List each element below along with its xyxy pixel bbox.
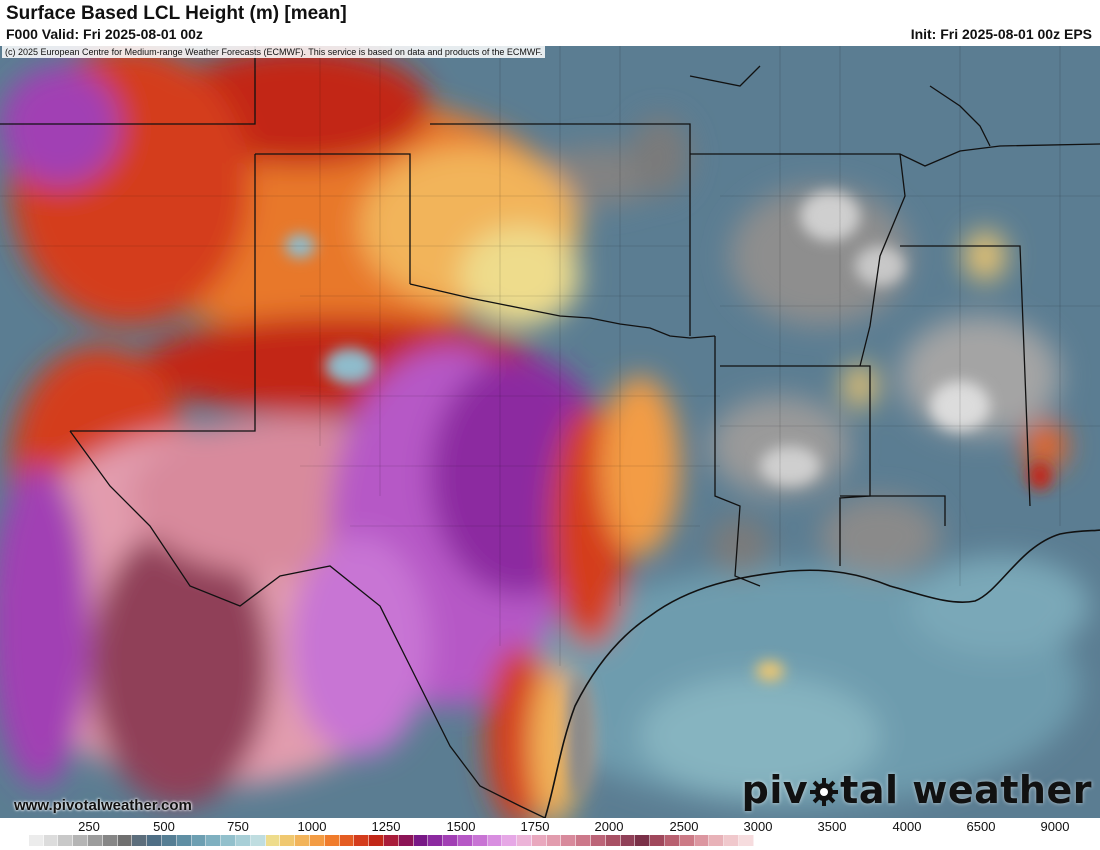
colorbar-swatch: [428, 835, 444, 846]
colorbar-swatch: [591, 835, 606, 846]
colorbar-tick-label: 1250: [371, 819, 401, 834]
colorbar-tick-label: 3500: [817, 819, 847, 834]
init-time: Init: Fri 2025-08-01 00z EPS: [910, 26, 1092, 42]
colorbar-swatch: [221, 835, 236, 846]
colorbar-swatch: [709, 835, 725, 846]
colorbar-tick-label: 2500: [669, 819, 699, 834]
colorbar-swatch: [58, 835, 74, 846]
colorbar-swatch: [339, 835, 355, 846]
colorbar-swatch: [457, 835, 473, 846]
colorbar-swatch: [576, 835, 592, 846]
colorbar-swatches: [14, 835, 754, 846]
colorbar-tick-label: 1500: [446, 819, 476, 834]
colorbar-tick-label: 6500: [966, 819, 996, 834]
colorbar-swatch: [206, 835, 222, 846]
header: Surface Based LCL Height (m) [mean] F000…: [0, 0, 1100, 46]
colorbar-tick-label: 3000: [743, 819, 773, 834]
colorbar-swatch: [235, 835, 251, 846]
colorbar-swatch: [28, 835, 44, 846]
pivotal-weather-logo: piv tal weather: [742, 768, 1092, 812]
valid-time: F000 Valid: Fri 2025-08-01 00z: [6, 26, 203, 42]
colorbar-swatch: [413, 835, 429, 846]
logo-text-left: piv: [741, 768, 809, 812]
colorbar-swatch: [443, 835, 458, 846]
colorbar-swatch: [43, 835, 59, 846]
colorbar-swatch: [102, 835, 118, 846]
county-lines: [0, 46, 1100, 666]
colorbar-tick-label: 4000: [892, 819, 922, 834]
colorbar-tick-label: 500: [153, 819, 175, 834]
colorbar-swatch: [117, 835, 133, 846]
colorbar-swatch: [665, 835, 680, 846]
colorbar-swatch: [191, 835, 207, 846]
colorbar-swatch: [605, 835, 621, 846]
colorbar-swatch: [309, 835, 325, 846]
colorbar-swatch: [487, 835, 503, 846]
colorbar-swatch: [472, 835, 488, 846]
colorbar-swatch: [87, 835, 103, 846]
colorbar-swatch: [679, 835, 695, 846]
colorbar-swatch: [324, 835, 340, 846]
state-boundaries: [0, 46, 1100, 818]
colorbar-swatch: [280, 835, 296, 846]
colorbar-swatch: [739, 835, 754, 846]
colorbar-swatch: [250, 835, 266, 846]
colorbar-swatch: [694, 835, 710, 846]
logo-text-right: tal weather: [840, 768, 1092, 812]
colorbar-swatch: [132, 835, 148, 846]
colorbar-swatch: [14, 835, 29, 846]
colorbar-swatch: [161, 835, 177, 846]
lcl-detail: [285, 191, 1052, 796]
colorbar-swatch: [650, 835, 666, 846]
colorbar-swatch: [265, 835, 281, 846]
colorbar-swatch: [147, 835, 162, 846]
lcl-field: [0, 46, 1090, 818]
gulf-coastline: [544, 529, 1100, 818]
colorbar-swatch: [73, 835, 88, 846]
map-canvas: [0, 46, 1100, 818]
weather-map[interactable]: (c) 2025 European Centre for Medium-rang…: [0, 46, 1100, 818]
colorbar-swatch: [398, 835, 414, 846]
colorbar-tick-label: 1750: [520, 819, 550, 834]
colorbar-swatch: [369, 835, 384, 846]
colorbar-swatch: [635, 835, 651, 846]
colorbar-tick-label: 1000: [297, 819, 327, 834]
colorbar-swatch: [517, 835, 532, 846]
colorbar-swatch: [531, 835, 547, 846]
colorbar-swatch: [561, 835, 577, 846]
colorbar-tick-label: 9000: [1040, 819, 1070, 834]
colorbar-tick-label: 750: [227, 819, 249, 834]
colorbar-swatch: [383, 835, 399, 846]
colorbar-swatch: [620, 835, 636, 846]
map-title: Surface Based LCL Height (m) [mean]: [6, 3, 347, 24]
colorbar-swatch: [724, 835, 740, 846]
colorbar-tick-label: 250: [78, 819, 100, 834]
colorbar-tick-label: 2000: [594, 819, 624, 834]
copyright-notice: (c) 2025 European Centre for Medium-rang…: [2, 46, 546, 58]
colorbar-swatch: [295, 835, 310, 846]
colorbar-swatch: [354, 835, 370, 846]
gear-icon: [809, 777, 839, 807]
colorbar-swatch: [546, 835, 562, 846]
colorbar-swatch: [502, 835, 518, 846]
colorbar: 250 500 750 1000 1250 1500 1750 2000 2500 3000 350…: [0, 818, 1100, 850]
website-link[interactable]: www.pivotalweather.com: [14, 797, 192, 814]
colorbar-swatch: [176, 835, 192, 846]
